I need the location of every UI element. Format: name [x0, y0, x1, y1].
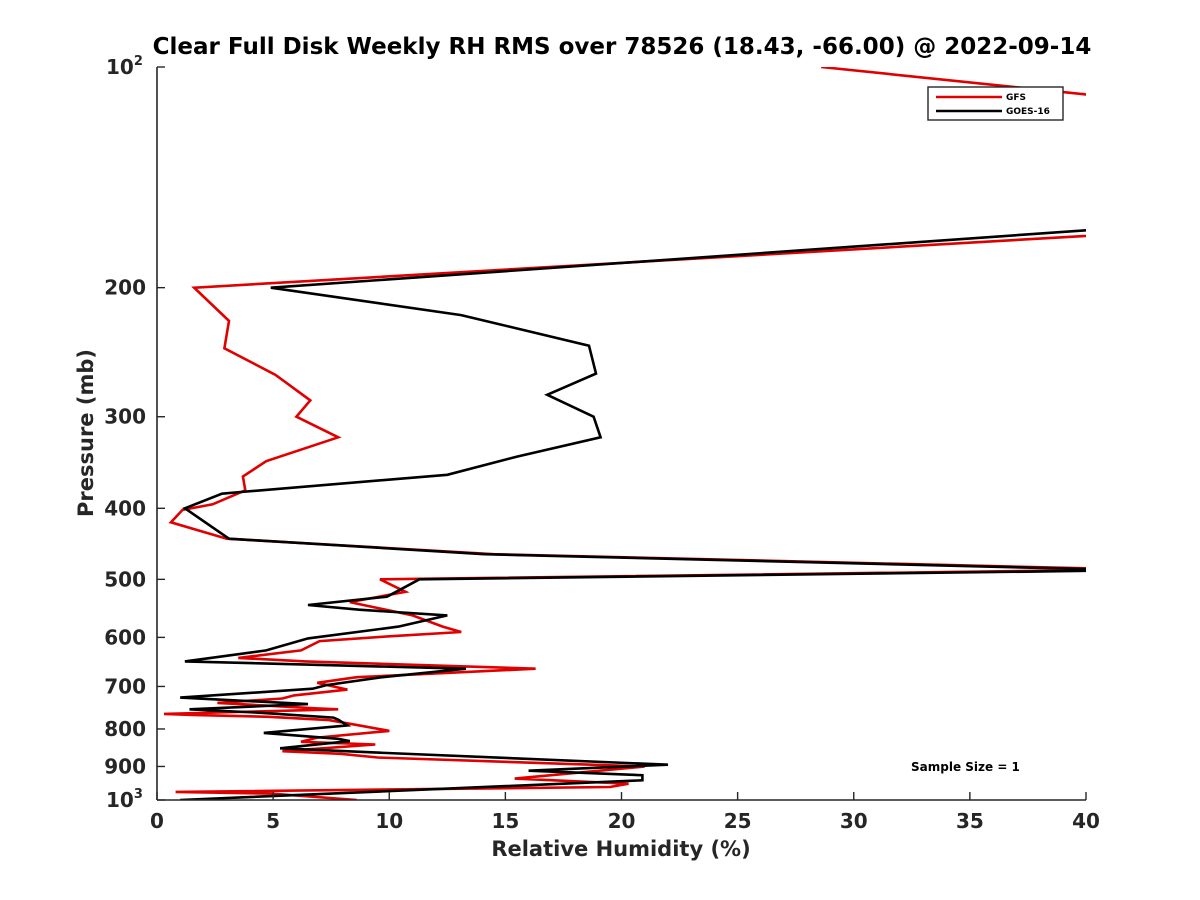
- y-tick-label: 700: [104, 674, 146, 698]
- legend-box: [927, 86, 1064, 121]
- x-axis-label: Relative Humidity (%): [491, 837, 750, 861]
- x-tick-label: 0: [150, 809, 164, 833]
- x-tick-label: 35: [956, 809, 984, 833]
- y-tick-label: 102: [106, 54, 143, 79]
- y-tick-label: 500: [104, 567, 146, 591]
- x-ticks: 0 5 10 15 20 25 30 35 40: [150, 792, 1100, 833]
- y-tick-label: 300: [104, 405, 146, 429]
- chart-title: Clear Full Disk Weekly RH RMS over 78526…: [153, 34, 1092, 60]
- x-tick-label: 20: [608, 809, 636, 833]
- y-tick-label: 800: [104, 717, 146, 741]
- legend-label-goes16: GOES-16: [1006, 107, 1050, 117]
- x-tick-label: 15: [491, 809, 519, 833]
- y-axis-label: Pressure (mb): [74, 349, 98, 517]
- y-ticks: 102 200 300 400 500 600 700 800 900 103: [104, 54, 165, 812]
- legend-label-gfs: GFS: [1006, 93, 1026, 103]
- y-tick-label: 900: [104, 754, 146, 778]
- y-tick-label: 103: [106, 787, 143, 812]
- y-tick-label: 200: [104, 276, 146, 300]
- series-layer: [163, 67, 1086, 800]
- x-tick-label: 25: [724, 809, 752, 833]
- series-line-goes16: [180, 228, 1086, 800]
- x-tick-label: 30: [840, 809, 868, 833]
- legend: GFS GOES-16: [927, 86, 1064, 121]
- x-tick-label: 40: [1072, 809, 1100, 833]
- series-line-gfs: [163, 67, 1086, 800]
- x-tick-label: 10: [375, 809, 403, 833]
- y-tick-label: 600: [104, 625, 146, 649]
- x-tick-label: 5: [266, 809, 280, 833]
- sample-size-annotation: Sample Size = 1: [911, 760, 1020, 774]
- y-tick-label: 400: [104, 496, 146, 520]
